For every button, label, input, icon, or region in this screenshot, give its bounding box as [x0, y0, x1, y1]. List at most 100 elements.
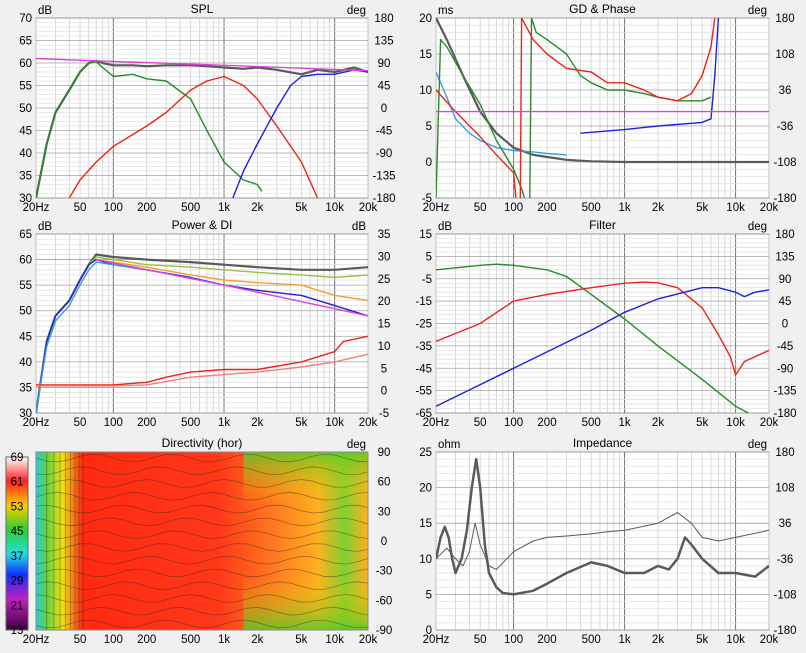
x-tick-label: 2k [251, 202, 263, 214]
x-tick-label: 200 [537, 417, 556, 429]
x-tick-label: 10k [325, 202, 344, 214]
x-tick-label: 100 [504, 202, 523, 214]
x-tick-label: 200 [137, 634, 156, 646]
x-tick-label: 500 [181, 202, 200, 214]
y-tick-label-left: -35 [415, 341, 432, 353]
y-tick-label-left: -5 [422, 193, 432, 205]
x-tick-label: 5k [295, 417, 307, 429]
y-tick-label-left: 25 [419, 447, 432, 459]
x-tick-label: 500 [582, 634, 601, 646]
power-series-6 [36, 335, 368, 386]
x-tick-label: 2k [652, 634, 664, 646]
colorbar-tick-label: 37 [11, 551, 24, 563]
y-tick-label-right: 135 [374, 36, 393, 48]
y-tick-label-right: -45 [777, 341, 794, 353]
y-tick-label-left: -45 [415, 363, 432, 375]
y-axis-label-right: deg [347, 5, 366, 17]
y-tick-label-right: 45 [779, 296, 792, 308]
y-axis-label-right: deg [748, 439, 767, 451]
power-title: Power & DI [172, 218, 233, 232]
y-tick-label-right: 108 [775, 483, 794, 495]
y-tick-label-right: 0 [381, 386, 387, 398]
colorbar-tick-label: 45 [11, 526, 24, 538]
y-tick-label-right: 35 [378, 229, 391, 241]
x-tick-label: 100 [104, 417, 123, 429]
x-tick-label: 50 [74, 417, 87, 429]
y-tick-label-left: 35 [19, 382, 32, 394]
colorbar-tick-label: 61 [11, 477, 24, 489]
y-tick-label-left: 5 [426, 121, 432, 133]
y-tick-label-left: 20 [419, 483, 432, 495]
y-tick-label-left: 65 [19, 36, 32, 48]
heatmap-contour-line [35, 504, 369, 514]
y-tick-label-right: 0 [782, 319, 788, 331]
y-tick-label-right: -180 [773, 408, 796, 420]
y-tick-label-right: -90 [376, 148, 393, 160]
x-tick-label: 1k [619, 417, 631, 429]
y-tick-label-left: 0 [426, 157, 432, 169]
y-tick-label-right: 90 [779, 274, 792, 286]
y-tick-label-left: 60 [19, 58, 32, 70]
gd-series-5 [519, 18, 716, 198]
y-tick-label-left: 30 [19, 408, 32, 420]
filter-series-1 [436, 281, 769, 376]
x-tick-label: 2k [652, 202, 664, 214]
spl-series-3 [232, 69, 368, 198]
y-tick-label-left: 30 [19, 193, 32, 205]
colorbar [5, 456, 29, 631]
heatmap-contour-line [35, 543, 369, 552]
x-tick-label: 100 [504, 634, 523, 646]
y-tick-label-right: 36 [779, 518, 792, 530]
y-tick-label-left: -15 [415, 296, 432, 308]
heatmap-contour-line [35, 594, 369, 603]
y-tick-label-right: -180 [773, 625, 796, 637]
filter-series-2 [436, 287, 769, 407]
x-tick-label: 20k [760, 417, 779, 429]
heatmap-contour-line [35, 555, 369, 565]
y-tick-label-left: 55 [19, 280, 32, 292]
y-tick-label-right: 10 [378, 341, 391, 353]
y-tick-label-right: 45 [378, 81, 391, 93]
y-tick-label-right: -108 [773, 157, 796, 169]
x-tick-label: 1k [619, 634, 631, 646]
y-tick-label-left: 15 [419, 518, 432, 530]
y-tick-label-left: -5 [422, 274, 432, 286]
x-tick-label: 50 [74, 634, 87, 646]
colorbar-tick-label: 21 [11, 600, 24, 612]
filter-chart: Filter 20Hz 50 100 200 500 1k 2k 5k 10k 20k 15 5 -5 -1… [415, 218, 796, 429]
power-series-7 [36, 353, 368, 387]
x-tick-label: 1k [218, 634, 230, 646]
colorbar-tick-label: 29 [11, 576, 24, 588]
y-tick-label-right: 30 [378, 506, 391, 518]
y-tick-label-right: 30 [378, 251, 391, 263]
y-tick-label-right: 25 [378, 274, 391, 286]
heatmap-contour-line [35, 568, 369, 578]
y-tick-label-right: -180 [773, 193, 796, 205]
x-tick-label: 200 [537, 202, 556, 214]
x-tick-label: 20k [359, 634, 378, 646]
y-axis-label-left: dB [438, 221, 452, 233]
x-tick-label: 2k [251, 417, 263, 429]
y-tick-label-left: 10 [419, 85, 432, 97]
spl-title: SPL [191, 2, 214, 16]
y-tick-label-right: -135 [372, 171, 395, 183]
power-series-5 [96, 258, 368, 317]
y-tick-label-right: 15 [378, 319, 391, 331]
y-axis-label-left: ohm [438, 439, 460, 451]
x-tick-label: 100 [104, 634, 123, 646]
heatmap-offaxis-falloff [243, 452, 368, 630]
y-tick-label-left: 45 [19, 126, 32, 138]
y-tick-label-left: 5 [426, 251, 432, 263]
y-tick-label-left: 15 [419, 229, 432, 241]
x-tick-label: 200 [137, 202, 156, 214]
x-tick-label: 20Hz [23, 634, 50, 646]
y-tick-label-right: -135 [773, 386, 796, 398]
y-tick-label-right: -36 [777, 121, 794, 133]
y-tick-label-right: 0 [381, 536, 387, 548]
x-tick-label: 50 [74, 202, 87, 214]
y-tick-label-right: -108 [773, 589, 796, 601]
y-tick-label-left: 70 [19, 13, 32, 25]
y-tick-label-right: -90 [777, 363, 794, 375]
